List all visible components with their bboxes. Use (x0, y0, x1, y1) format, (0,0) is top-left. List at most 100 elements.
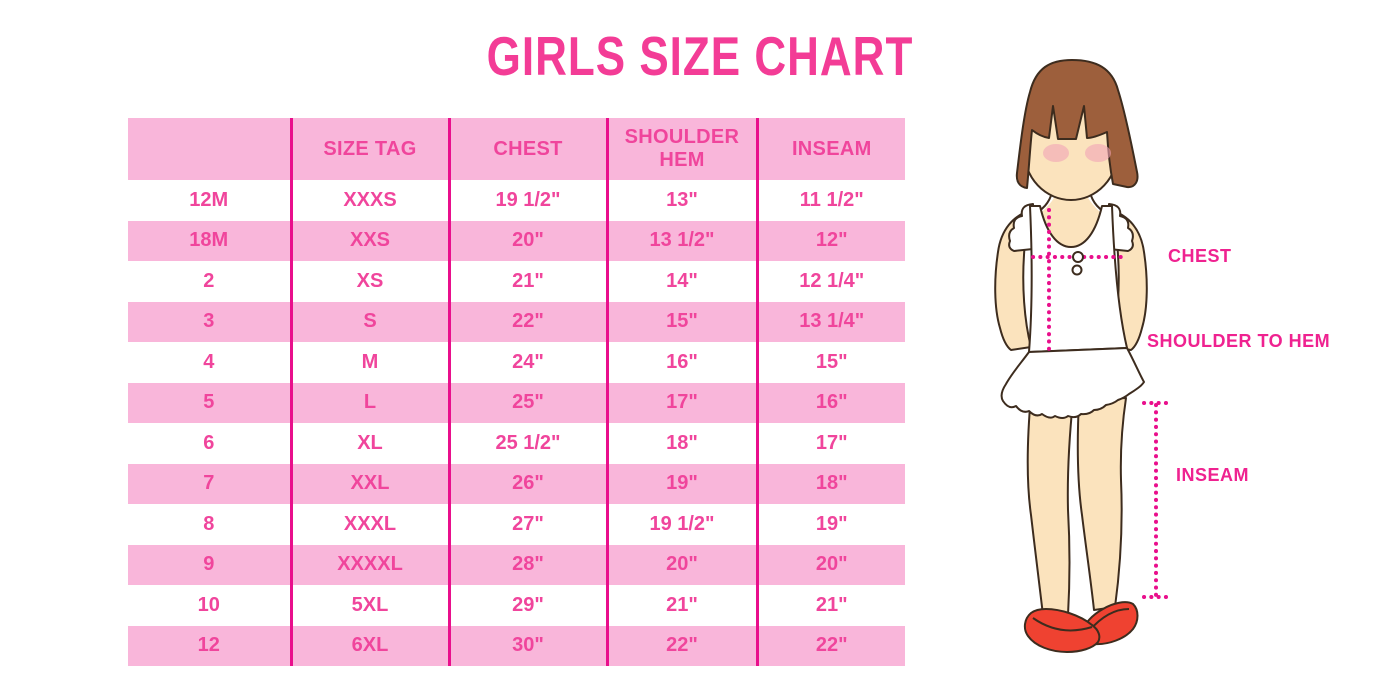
value-cell: 20" (605, 544, 757, 585)
value-cell: 22" (605, 625, 757, 666)
table-row: 2 XS 21" 14" 12 1/4" (128, 261, 905, 302)
value-cell: 19 1/2" (605, 504, 757, 545)
table-row: 12 6XL 30" 22" 22" (128, 625, 905, 666)
value-cell: 16" (605, 342, 757, 383)
page-title: GIRLS SIZE CHART (486, 26, 914, 88)
value-cell: 19" (755, 504, 905, 545)
value-cell: 12 1/4" (755, 261, 905, 302)
girl-skirt (1000, 347, 1145, 419)
value-cell: 25" (447, 382, 607, 423)
value-cell: M (289, 342, 449, 383)
value-cell: 21" (605, 585, 757, 626)
value-cell: 17" (605, 382, 757, 423)
table-row: 12M XXXS 19 1/2" 13" 11 1/2" (128, 180, 905, 221)
girl-leg-left (1026, 394, 1074, 616)
value-cell: 19" (605, 463, 757, 504)
value-cell: 22" (447, 301, 607, 342)
column-header-chest: CHEST (447, 118, 607, 180)
value-cell: 20" (447, 220, 607, 261)
value-cell: 6XL (289, 625, 449, 666)
table-row: 9 XXXXL 28" 20" 20" (128, 544, 905, 585)
chest-label: CHEST (1168, 246, 1232, 266)
girl-top-bodice (1028, 205, 1128, 353)
girl-top-ruffle-right (1108, 203, 1134, 252)
girl-hair (1015, 59, 1139, 189)
girl-blush-right (1085, 144, 1111, 162)
size-cell: 12 (197, 634, 220, 657)
value-cell: 15" (605, 301, 757, 342)
value-cell: 29" (447, 585, 607, 626)
column-header-size (128, 118, 291, 180)
size-cell: 6 (203, 431, 215, 454)
table-row: 5 L 25" 17" 16" (128, 382, 905, 423)
value-cell: 12" (755, 220, 905, 261)
size-cell: 3 (203, 310, 215, 333)
girl-top-button-1 (1072, 251, 1084, 263)
value-cell: XXXL (289, 504, 449, 545)
size-cell: 4 (203, 350, 215, 373)
value-cell: 14" (605, 261, 757, 302)
table-row: 18M XXS 20" 13 1/2" 12" (128, 220, 905, 261)
value-cell: XXXXL (289, 544, 449, 585)
value-cell: S (289, 301, 449, 342)
value-cell: 24" (447, 342, 607, 383)
value-cell: XS (289, 261, 449, 302)
table-body: 12M XXXS 19 1/2" 13" 11 1/2" 18M XXS 20" 13 1/2"… (128, 180, 905, 666)
value-cell: 25 1/2" (447, 423, 607, 464)
size-chart-table: SIZE TAG CHEST SHOULDER HEM INSEAM 12M XXXS 1… (128, 118, 905, 666)
value-cell: 26" (447, 463, 607, 504)
value-cell: 13" (605, 180, 757, 221)
girl-blush-left (1043, 144, 1069, 162)
column-header-size-tag: SIZE TAG (289, 118, 449, 180)
table-row: 10 5XL 29" 21" 21" (128, 585, 905, 626)
value-cell: XL (289, 423, 449, 464)
inseam-label: INSEAM (1176, 465, 1249, 485)
value-cell: 13 1/4" (755, 301, 905, 342)
girl-top-button-2 (1071, 264, 1083, 276)
table-row: 6 XL 25 1/2" 18" 17" (128, 423, 905, 464)
value-cell: 18" (755, 463, 905, 504)
size-cell: 7 (203, 472, 215, 495)
value-cell: 16" (755, 382, 905, 423)
shoulder-to-hem-label: SHOULDER TO HEM (1147, 331, 1330, 351)
girl-leg-right (1076, 397, 1127, 611)
size-cell: 12M (189, 188, 229, 211)
value-cell: 30" (447, 625, 607, 666)
value-cell: 20" (755, 544, 905, 585)
table-row: 4 M 24" 16" 15" (128, 342, 905, 383)
girl-illustration (994, 59, 1171, 653)
size-cell: 5 (203, 391, 215, 414)
table-row: 8 XXXL 27" 19 1/2" 19" (128, 504, 905, 545)
column-header-inseam: INSEAM (755, 118, 905, 180)
column-header-shoulder-hem: SHOULDER HEM (605, 118, 757, 180)
size-cell: 10 (197, 593, 220, 616)
size-cell: 8 (203, 512, 215, 535)
value-cell: XXL (289, 463, 449, 504)
value-cell: L (289, 382, 449, 423)
girl-shoe-left-strap (1032, 617, 1093, 632)
size-cell: 2 (203, 269, 215, 292)
value-cell: 28" (447, 544, 607, 585)
value-cell: XXS (289, 220, 449, 261)
girl-measurement-diagram: CHEST SHOULDER TO HEM INSEAM (994, 59, 1330, 653)
value-cell: 18" (605, 423, 757, 464)
value-cell: 21" (447, 261, 607, 302)
value-cell: 19 1/2" (447, 180, 607, 221)
table-header: SIZE TAG CHEST SHOULDER HEM INSEAM (128, 118, 905, 180)
value-cell: XXXS (289, 180, 449, 221)
size-cell: 18M (189, 229, 229, 252)
value-cell: 15" (755, 342, 905, 383)
value-cell: 21" (755, 585, 905, 626)
value-cell: 5XL (289, 585, 449, 626)
value-cell: 22" (755, 625, 905, 666)
table-row: 3 S 22" 15" 13 1/4" (128, 301, 905, 342)
value-cell: 11 1/2" (755, 180, 905, 221)
value-cell: 27" (447, 504, 607, 545)
header-row: SIZE TAG CHEST SHOULDER HEM INSEAM (128, 118, 905, 180)
size-cell: 9 (203, 553, 215, 576)
girl-top-ruffle-left (1008, 203, 1034, 252)
value-cell: 13 1/2" (605, 220, 757, 261)
table-row: 7 XXL 26" 19" 18" (128, 463, 905, 504)
value-cell: 17" (755, 423, 905, 464)
